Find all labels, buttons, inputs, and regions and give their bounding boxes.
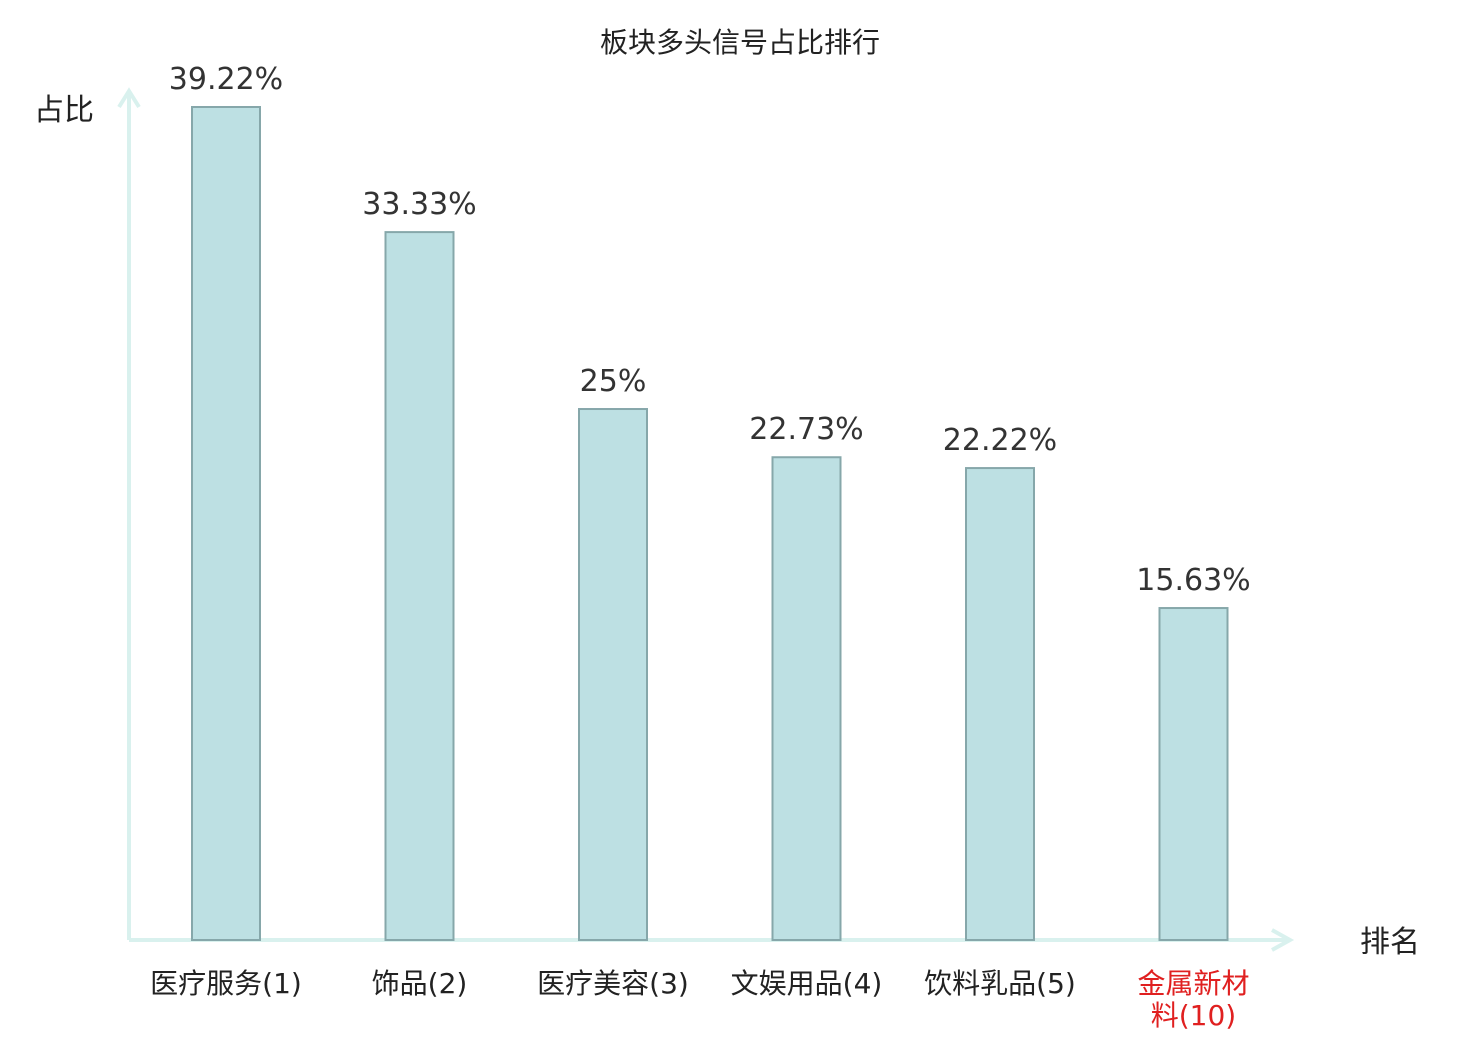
x-tick-label: 医疗服务(1) (150, 967, 302, 1000)
bar-value-label: 25% (580, 364, 647, 399)
bar (191, 106, 261, 941)
bar (771, 456, 842, 941)
x-tick-label: 金属新材 (1137, 967, 1249, 1000)
x-tick-label: 料(10) (1151, 999, 1236, 1032)
bar-value-label: 22.73% (749, 412, 863, 447)
bars (191, 106, 1229, 941)
x-tick-labels: 医疗服务(1) 饰品(2) 医疗美容(3) 文娱用品(4) 饮料乳品(5) 金属新材料(1… (150, 967, 1249, 1032)
bar-value-label: 15.63% (1136, 563, 1250, 598)
bar-value-label: 22.22% (943, 423, 1057, 458)
x-axis-title: 排名 (1360, 925, 1420, 960)
axes (117, 87, 1295, 952)
x-tick-label: 医疗美容(3) (537, 967, 689, 1000)
x-axis-arrow (1271, 928, 1295, 952)
x-tick-label: 饮料乳品(5) (924, 967, 1076, 1000)
bar (1158, 607, 1229, 941)
bar-value-label: 39.22% (169, 62, 283, 97)
x-tick-label: 饰品(2) (372, 967, 468, 1000)
bar (965, 467, 1035, 941)
x-tick-label: 文娱用品(4) (731, 967, 883, 1000)
bar (578, 408, 648, 941)
value-labels: 39.22% 33.33% 25% 22.73% 22.22% 15.63% (169, 62, 1251, 598)
bar-value-label: 33.33% (362, 187, 476, 222)
bar (384, 231, 455, 941)
y-axis-arrow (117, 87, 141, 109)
y-axis-title: 占比 (34, 93, 94, 128)
chart-title: 板块多头信号占比排行 (600, 26, 880, 59)
